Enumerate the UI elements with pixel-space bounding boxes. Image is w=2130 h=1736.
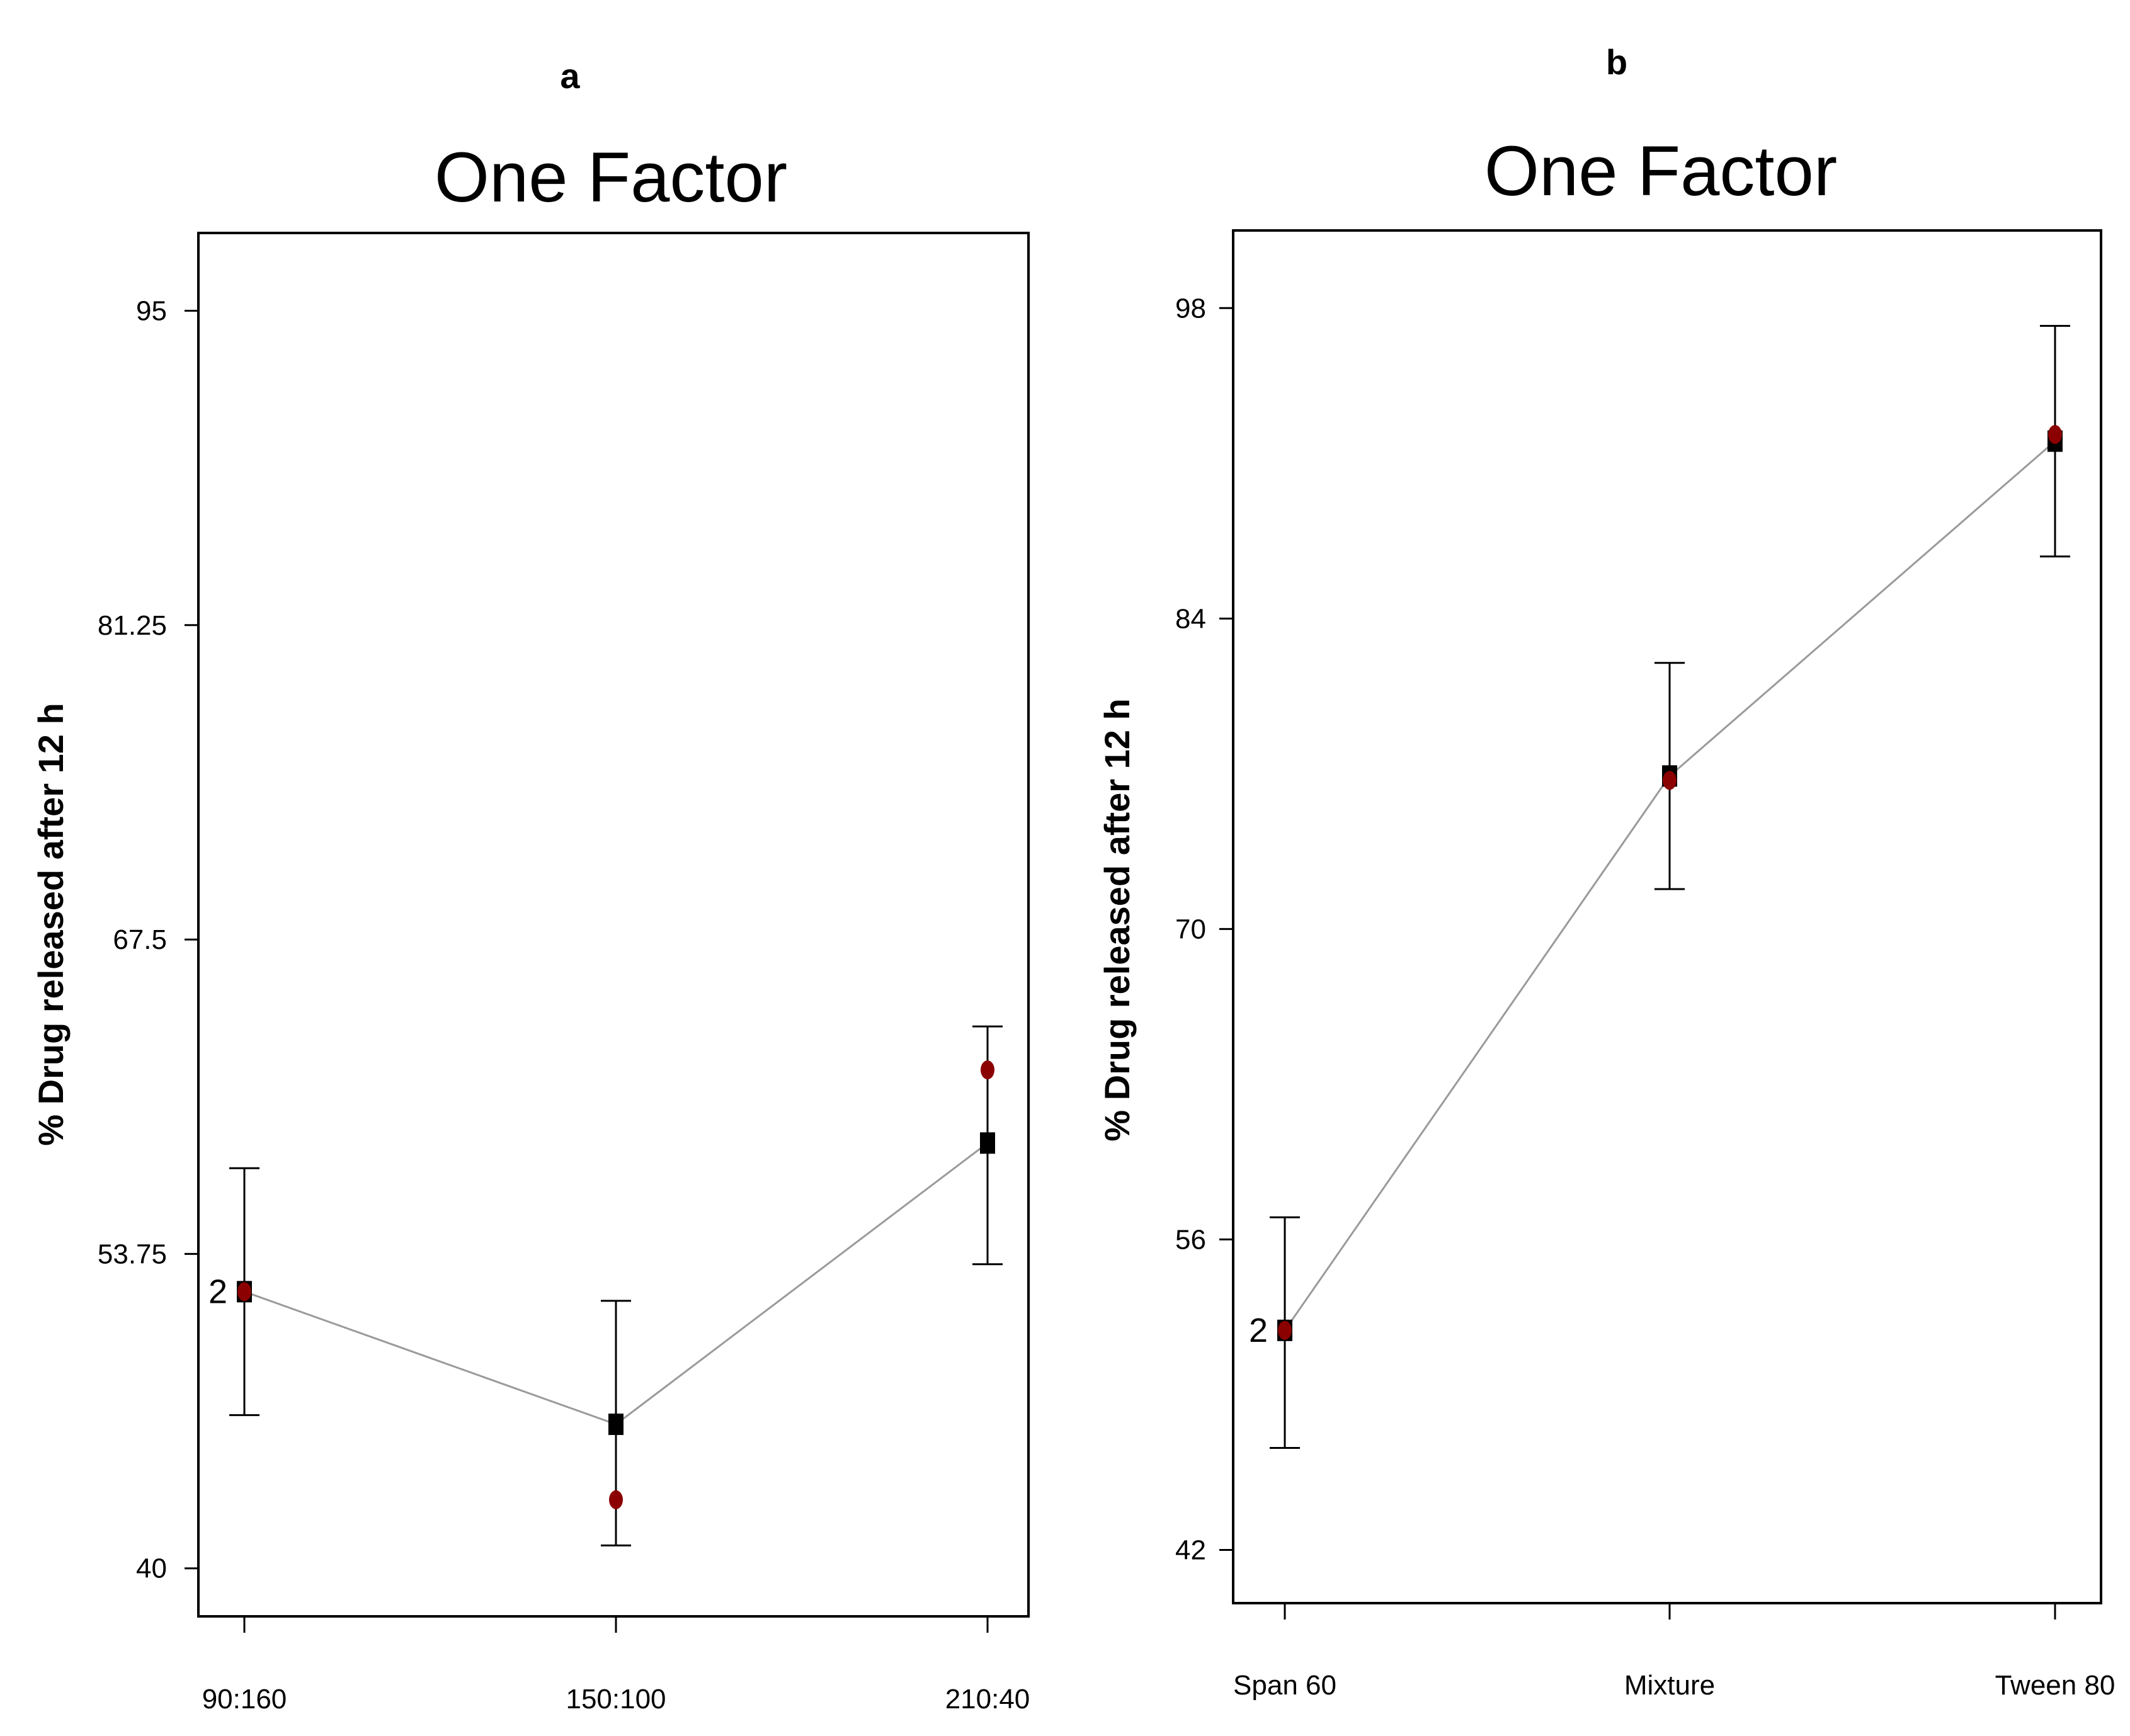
replicate-label-a-0: 2 <box>208 1273 227 1310</box>
predicted-point-a-2 <box>980 1132 995 1154</box>
y-tick-label-a-2: 67.5 <box>113 924 167 955</box>
x-tick-label-b-1: Mixture <box>1624 1670 1715 1701</box>
y-tick-label-b-2: 70 <box>1175 914 1206 945</box>
plot-frame-b <box>1232 229 2102 1604</box>
y-tick-label-a-4: 95 <box>136 295 167 326</box>
chart-panel-b: b One Factor % Drug released after 12 h … <box>1097 42 2115 1701</box>
plot-frame-a <box>197 232 1030 1618</box>
replicate-label-b-0: 2 <box>1249 1312 1268 1349</box>
chart-title-a: One Factor <box>435 138 787 217</box>
x-tick-label-a-2: 210:40 <box>945 1684 1030 1715</box>
chart-panel-a: a One Factor % Drug released after 12 h … <box>31 56 1030 1715</box>
panel-letter-a: a <box>560 56 580 96</box>
observed-point-b-0 <box>1278 1320 1292 1340</box>
y-tick-label-b-0: 42 <box>1175 1535 1206 1565</box>
y-tick-label-b-3: 84 <box>1175 603 1206 634</box>
y-tick-label-a-0: 40 <box>136 1553 167 1584</box>
y-axis-b: 42 56 70 84 98 <box>1175 293 1233 1565</box>
x-axis-b: Span 60 Mixture Tween 80 <box>1233 1603 2115 1701</box>
y-axis-label-a: % Drug released after 12 h <box>31 703 71 1145</box>
predicted-point-a-1 <box>608 1413 624 1435</box>
observed-point-b-1 <box>1663 771 1677 790</box>
observed-point-a-2 <box>981 1060 994 1080</box>
y-tick-label-a-3: 81.25 <box>98 610 167 641</box>
y-axis-label-b: % Drug released after 12 h <box>1097 698 1137 1141</box>
y-tick-label-b-1: 56 <box>1175 1224 1206 1255</box>
chart-title-b: One Factor <box>1484 132 1837 210</box>
observed-point-a-0 <box>237 1282 251 1302</box>
x-tick-label-b-0: Span 60 <box>1233 1670 1336 1701</box>
panel-letter-b: b <box>1606 42 1627 82</box>
y-tick-label-a-1: 53.75 <box>98 1239 167 1269</box>
y-axis-a: 40 53.75 67.5 81.25 95 <box>98 295 198 1584</box>
x-tick-label-b-2: Tween 80 <box>1995 1670 2116 1701</box>
observed-point-b-2 <box>2048 425 2062 445</box>
x-axis-a: 90:160 150:100 210:40 <box>202 1616 1030 1715</box>
x-tick-label-a-1: 150:100 <box>566 1684 666 1715</box>
x-tick-label-a-0: 90:160 <box>202 1684 287 1715</box>
series-group-a: 2 <box>208 1025 1003 1546</box>
series-group-b: 2 <box>1249 324 2070 1449</box>
observed-point-a-1 <box>609 1490 623 1509</box>
y-tick-label-b-4: 98 <box>1175 293 1206 324</box>
